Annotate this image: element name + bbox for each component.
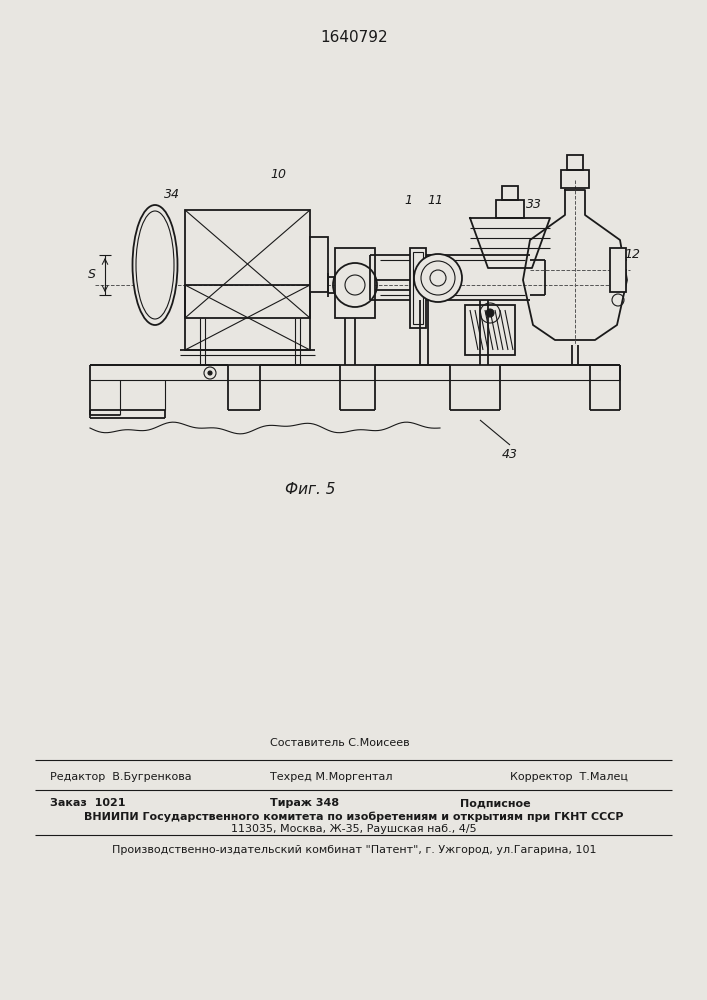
Bar — [610, 248, 626, 292]
Text: 34: 34 — [164, 188, 180, 202]
Text: Составитель С.Моисеев: Составитель С.Моисеев — [270, 738, 409, 748]
Bar — [413, 252, 423, 324]
Text: Заказ  1021: Заказ 1021 — [50, 798, 126, 808]
Text: ВНИИПИ Государственного комитета по изобретениям и открытиям при ГКНТ СССР: ВНИИПИ Государственного комитета по изоб… — [84, 812, 624, 822]
Text: 1640792: 1640792 — [320, 30, 388, 45]
Bar — [502, 186, 518, 200]
Text: 10: 10 — [270, 168, 286, 182]
Text: S: S — [88, 268, 96, 282]
Text: Производственно-издательский комбинат "Патент", г. Ужгород, ул.Гагарина, 101: Производственно-издательский комбинат "П… — [112, 845, 596, 855]
Text: Техред М.Моргентал: Техред М.Моргентал — [270, 772, 392, 782]
Text: 113035, Москва, Ж-35, Раушская наб., 4/5: 113035, Москва, Ж-35, Раушская наб., 4/5 — [231, 824, 477, 834]
Circle shape — [414, 254, 462, 302]
Bar — [567, 155, 583, 170]
Text: 1: 1 — [404, 194, 412, 207]
Text: Подписное: Подписное — [460, 798, 531, 808]
Circle shape — [486, 309, 494, 317]
Text: 12: 12 — [624, 248, 640, 261]
Text: Корректор  Т.Малец: Корректор Т.Малец — [510, 772, 628, 782]
Text: 33: 33 — [526, 198, 542, 212]
Ellipse shape — [132, 205, 177, 325]
Bar — [185, 210, 310, 318]
Bar — [335, 248, 375, 318]
Text: 43: 43 — [502, 448, 518, 462]
Text: Тираж 348: Тираж 348 — [270, 798, 339, 808]
Circle shape — [208, 371, 212, 375]
Bar — [465, 305, 515, 355]
Bar — [185, 285, 310, 350]
Bar — [496, 200, 524, 218]
Bar — [561, 170, 589, 188]
Text: 11: 11 — [427, 194, 443, 207]
Text: Фиг. 5: Фиг. 5 — [285, 483, 335, 497]
Bar — [410, 248, 426, 328]
Bar — [310, 237, 328, 292]
Text: Редактор  В.Бугренкова: Редактор В.Бугренкова — [50, 772, 192, 782]
